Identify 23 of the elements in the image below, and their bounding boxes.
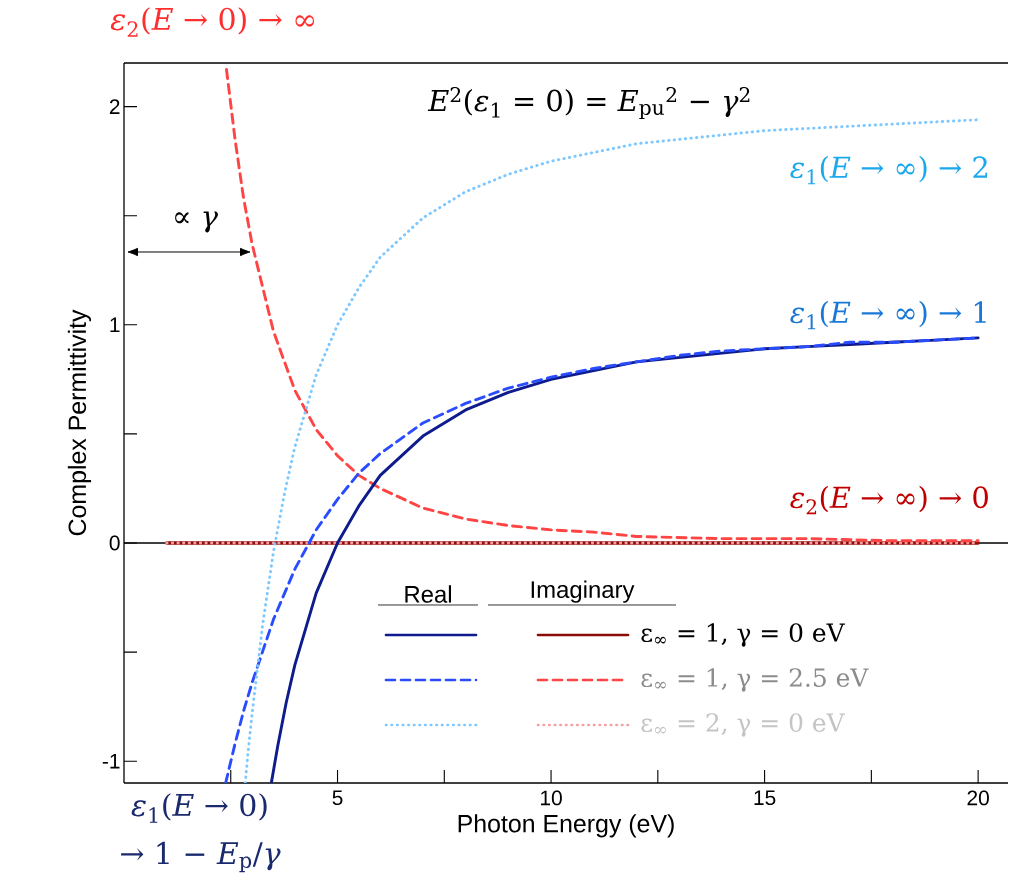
legend-label: ε$_{∞}$ = 2, γ = 0 eV [641, 713, 845, 737]
text: E$^{2}$(ε$_{1}$ = 0) = E$_{pu}$$^{2}$ − γ$^{2}$ [427, 87, 750, 119]
annotation: Real [405, 585, 451, 603]
y-axis-title: Complex Permittivity [67, 309, 92, 536]
y-tick-label: 0 [109, 535, 120, 551]
x-axis-title: Photon Energy (eV) [458, 814, 674, 838]
x-tick-label: 15 [754, 790, 776, 806]
x-tick-label: 20 [967, 790, 989, 806]
y-tick-label: 1 [110, 317, 120, 333]
legend-label: ε$_{∞}$ = 1, γ = 2.5 eV [641, 668, 869, 692]
x-tick-label: 10 [541, 790, 562, 806]
annotation: ∝ γ [175, 211, 218, 233]
legend-label: ε$_{∞}$ = 1, γ = 0 eV [641, 623, 845, 647]
y-tick-label: 2 [109, 99, 120, 114]
annotation: Imaginary [531, 580, 635, 603]
annotation: ε$_{1}$(E → ∞) → 2 [790, 155, 987, 185]
y-tick-label: -1 [102, 753, 120, 769]
x-tick-label: 5 [332, 790, 343, 806]
text: → 1 − E$_{p}$/γ [121, 841, 281, 873]
annotation: ε$_{2}$(E → ∞) → 0 [790, 485, 988, 515]
text: ε$_{1}$(E → 0) [131, 793, 267, 823]
annotation: ε$_{1}$(E → ∞) → 1 [790, 300, 986, 330]
text: ε$_{2}$(E → 0) → ∞ [110, 7, 314, 37]
